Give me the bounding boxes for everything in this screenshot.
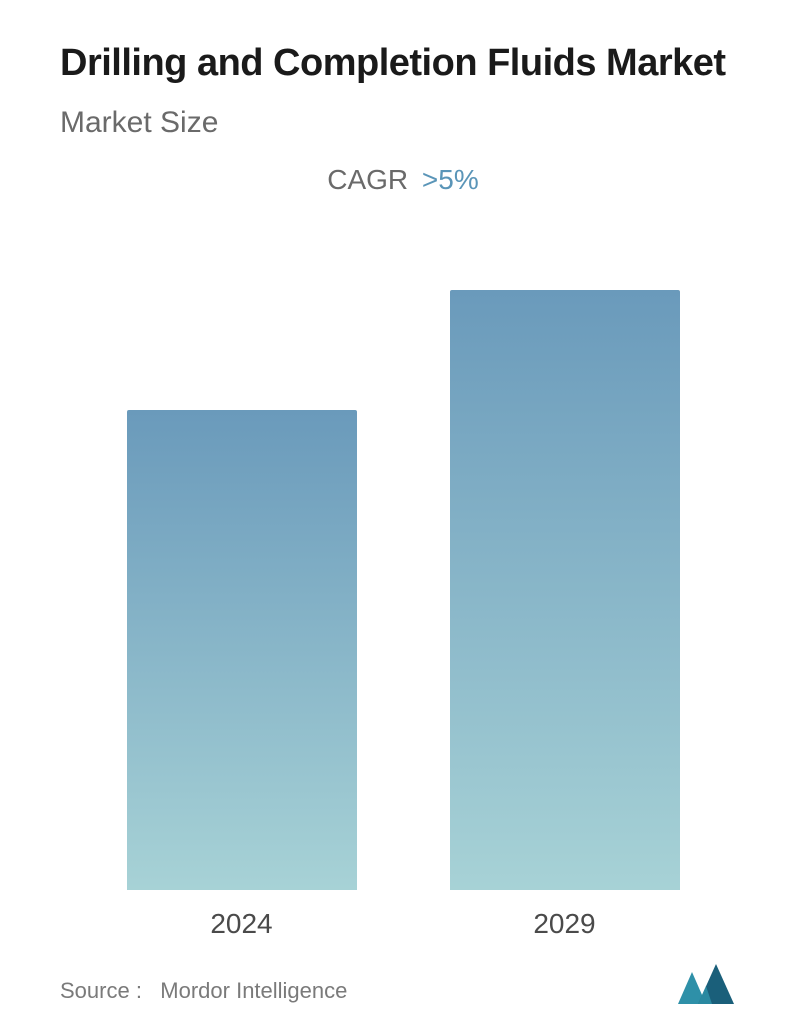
chart-title: Drilling and Completion Fluids Market [60,40,746,88]
bar-label-0: 2024 [210,908,272,940]
bar-wrap-1: 2029 [419,290,710,940]
brand-logo-icon [678,964,746,1004]
footer: Source : Mordor Intelligence [60,940,746,1004]
bar-wrap-0: 2024 [96,410,387,940]
chart-container: Drilling and Completion Fluids Market Ma… [0,0,796,1034]
source-text: Source : Mordor Intelligence [60,978,347,1004]
bar-2029 [450,290,680,890]
bar-2024 [127,410,357,890]
cagr-value: >5% [422,164,479,195]
chart-subtitle: Market Size [60,106,746,140]
cagr-label: CAGR [327,164,408,195]
source-label: Source : [60,978,142,1003]
chart-area: 2024 2029 [60,216,746,941]
bar-label-1: 2029 [533,908,595,940]
cagr-row: CAGR >5% [60,164,746,196]
source-name: Mordor Intelligence [160,978,347,1003]
